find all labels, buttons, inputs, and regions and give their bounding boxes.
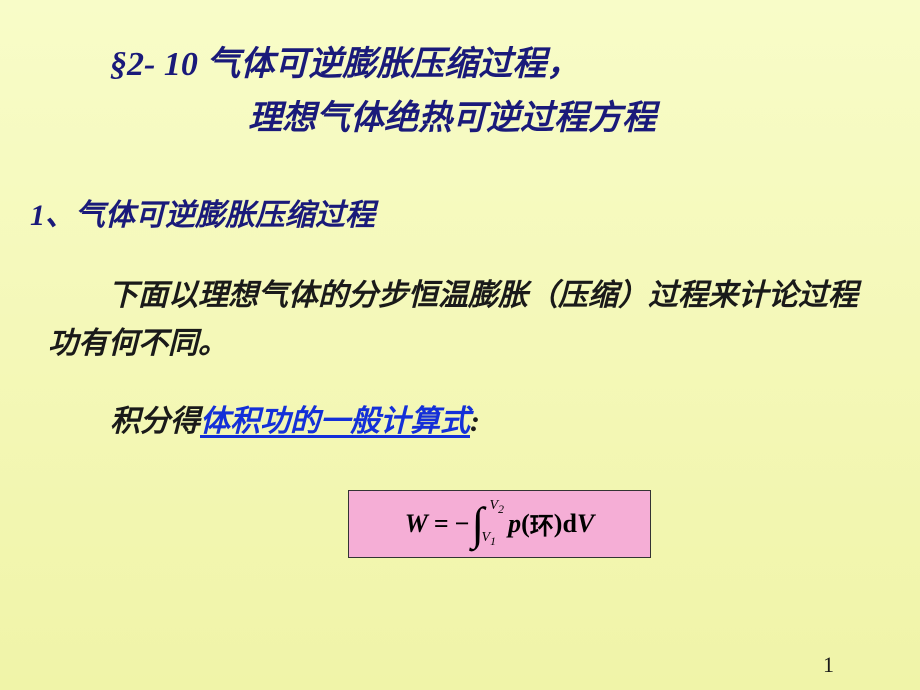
title-line-1: §2- 10 气体可逆膨胀压缩过程， [110, 38, 870, 92]
formula-W: W [405, 509, 428, 539]
formula-eq: = [434, 509, 449, 539]
body-paragraph-1: 下面以理想气体的分步恒温膨胀（压缩）过程来计论过程功有何不同。 [48, 272, 878, 368]
formula: W = − ∫ V1 V2 p ( 环 ) d V [405, 506, 595, 543]
integral-lower: V1 [482, 532, 496, 546]
para2-suffix: : [470, 405, 480, 438]
paren-close: ) [554, 509, 563, 539]
section-title: §2- 10 气体可逆膨胀压缩过程， 理想气体绝热可逆过程方程 [110, 38, 870, 147]
para2-prefix: 积分得 [110, 405, 200, 438]
formula-env: 环 [530, 506, 554, 541]
body-paragraph-2: 积分得体积功的一般计算式: [110, 396, 480, 440]
formula-V: V [577, 509, 594, 539]
integral-upper: V2 [490, 500, 504, 514]
title-line-2: 理想气体绝热可逆过程方程 [110, 92, 870, 146]
formula-box: W = − ∫ V1 V2 p ( 环 ) d V [348, 490, 651, 558]
subheading-1: 1、气体可逆膨胀压缩过程 [30, 190, 375, 234]
formula-neg: − [455, 509, 470, 539]
volume-work-link[interactable]: 体积功的一般计算式 [200, 405, 470, 438]
formula-p: p [508, 509, 521, 539]
formula-d: d [562, 509, 576, 539]
paren-open: ( [521, 509, 530, 539]
integral-sign: ∫ V1 V2 [472, 506, 485, 543]
page-number: 1 [823, 652, 834, 678]
